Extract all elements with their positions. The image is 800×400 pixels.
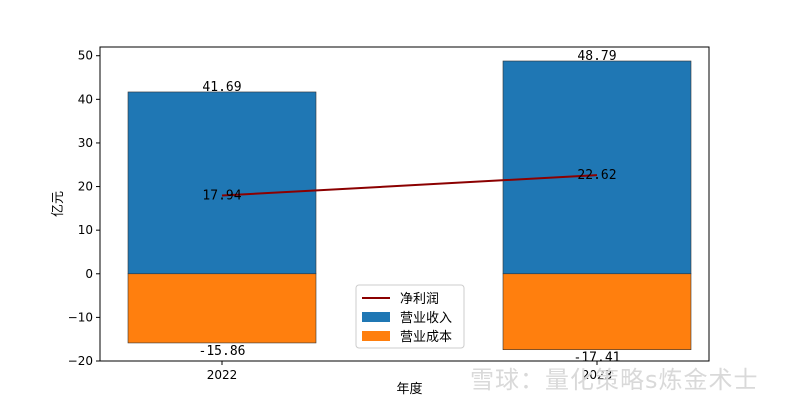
revenue-data-label-2022: 41.69 xyxy=(202,80,241,95)
y-tick-label--10: −10 xyxy=(68,310,93,324)
x-tick-label-2023: 2023 xyxy=(582,368,613,382)
y-tick-label-40: 40 xyxy=(78,92,93,106)
legend-swatch-2 xyxy=(362,331,390,341)
legend-label-2: 营业成本 xyxy=(400,330,452,345)
cost-bar-2023 xyxy=(502,273,692,351)
y-tick-label-0: 0 xyxy=(85,267,93,281)
profit-data-label-2023: 22.62 xyxy=(577,168,616,183)
y-tick-label-20: 20 xyxy=(78,180,93,194)
y-tick-label-30: 30 xyxy=(78,136,93,150)
legend-label-0: 净利润 xyxy=(400,292,439,307)
y-tick-label-10: 10 xyxy=(78,223,93,237)
profit-line xyxy=(221,174,598,197)
watermark-text: 雪球：量化策略s炼金术士 xyxy=(470,366,759,394)
legend-swatch-1 xyxy=(362,312,390,322)
cost-data-label-2022: -15.86 xyxy=(199,344,246,359)
x-tick-label-2022: 2022 xyxy=(207,368,238,382)
revenue-bar-2023 xyxy=(502,60,692,275)
y-tick-label--20: −20 xyxy=(68,354,93,368)
revenue-bar-2022 xyxy=(127,91,317,275)
cost-bar-2022 xyxy=(127,273,317,344)
legend-label-1: 营业收入 xyxy=(400,311,452,326)
x-axis-label: 年度 xyxy=(396,381,422,397)
y-tick-label-50: 50 xyxy=(78,49,93,63)
profit-data-label-2022: 17.94 xyxy=(202,189,241,204)
revenue-data-label-2023: 48.79 xyxy=(577,49,616,64)
cost-data-label-2023: -17.41 xyxy=(574,351,621,366)
plot-area: 41.69 -15.86 48.79 -17.41 17.94 22.62 −20 −10 0 1… xyxy=(68,46,710,382)
y-axis-label: 亿元 xyxy=(51,191,66,217)
plot-frame xyxy=(99,46,710,362)
